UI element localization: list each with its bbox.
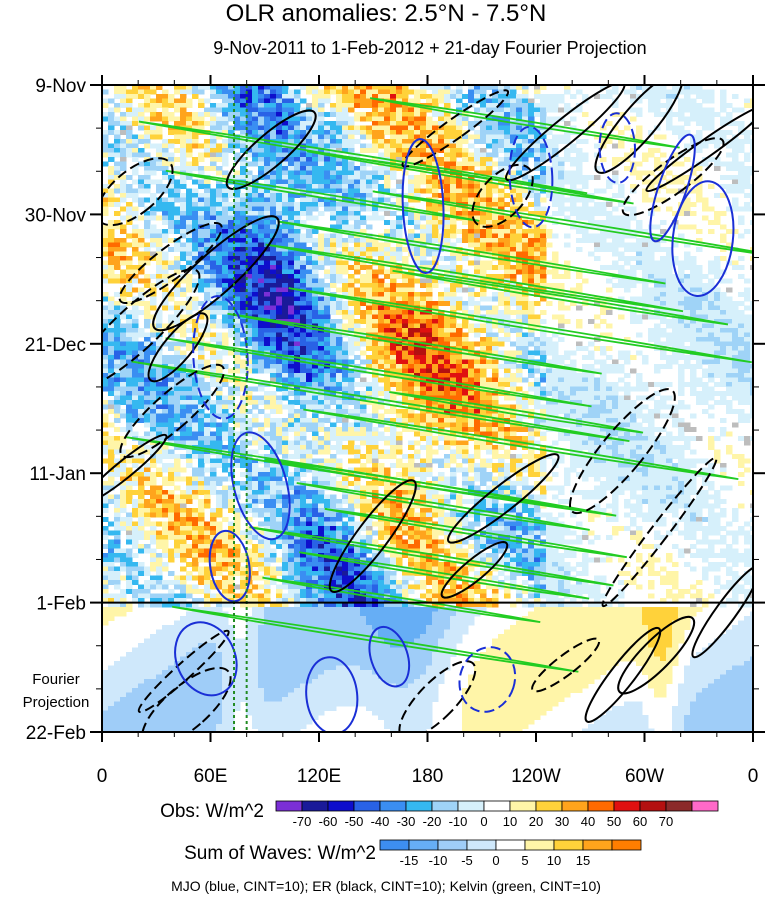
obs-colorbar-swatch bbox=[561, 800, 589, 812]
obs-colorbar-tick-label: 60 bbox=[633, 814, 647, 829]
y-tick-label: 1-Feb bbox=[36, 594, 86, 615]
obs-colorbar-tick-label: 50 bbox=[607, 814, 621, 829]
obs-colorbar-swatch bbox=[275, 800, 303, 812]
waves-colorbar-tick-label: -15 bbox=[400, 853, 419, 868]
obs-colorbar-tick-label: -30 bbox=[397, 814, 416, 829]
waves-colorbar-tick-label: 0 bbox=[492, 853, 499, 868]
x-tick-label: 0 bbox=[97, 766, 108, 787]
waves-colorbar-swatch bbox=[495, 839, 526, 851]
obs-colorbar-swatch bbox=[639, 800, 667, 812]
colorbars: -70 -60 -50 -40 -30 -20 -10 0 10 20 30 40 50 60 70Obs:… bbox=[160, 800, 719, 868]
obs-colorbar-tick-label: -20 bbox=[423, 814, 442, 829]
y-tick-label: 9-Nov bbox=[35, 76, 86, 97]
chart-subtitle: 9-Nov-2011 to 1-Feb-2012 + 21-day Fourie… bbox=[213, 38, 647, 58]
waves-colorbar-tick-label: -5 bbox=[461, 853, 473, 868]
waves-colorbar-tick-label: 10 bbox=[547, 853, 561, 868]
x-tick-label: 120E bbox=[297, 766, 341, 787]
obs-colorbar-tick-label: 70 bbox=[659, 814, 673, 829]
obs-colorbar-tick-label: -40 bbox=[371, 814, 390, 829]
obs-colorbar-tick-label: -60 bbox=[319, 814, 338, 829]
y-tick-label: 22-Feb bbox=[26, 723, 86, 744]
obs-colorbar-swatch bbox=[509, 800, 537, 812]
obs-colorbar-swatch bbox=[535, 800, 563, 812]
waves-colorbar-swatch bbox=[582, 839, 613, 851]
obs-colorbar-swatch bbox=[457, 800, 485, 812]
olr-field bbox=[102, 85, 753, 732]
obs-colorbar-tick-label: -70 bbox=[293, 814, 312, 829]
waves-colorbar-label: Sum of Waves: W/m^2 bbox=[184, 843, 376, 864]
x-tick-label: 180 bbox=[412, 766, 444, 787]
legend-footer: MJO (blue, CINT=10); ER (black, CINT=10)… bbox=[171, 878, 601, 894]
obs-colorbar-tick-label: -50 bbox=[345, 814, 364, 829]
obs-colorbar-swatch bbox=[613, 800, 641, 812]
chart-title: OLR anomalies: 2.5°N - 7.5°N bbox=[225, 0, 547, 27]
waves-colorbar-swatch bbox=[611, 839, 642, 851]
x-tick-label: 60W bbox=[625, 766, 664, 787]
waves-colorbar-tick-label: -10 bbox=[429, 853, 448, 868]
obs-colorbar-swatch bbox=[691, 800, 719, 812]
y-tick-label: 11-Jan bbox=[29, 464, 86, 485]
obs-colorbar-tick-label: -10 bbox=[449, 814, 468, 829]
obs-colorbar-tick-label: 40 bbox=[581, 814, 595, 829]
waves-colorbar-swatch bbox=[553, 839, 584, 851]
obs-colorbar-swatch bbox=[405, 800, 433, 812]
waves-colorbar-swatch bbox=[379, 839, 410, 851]
y-tick-label: 21-Dec bbox=[25, 335, 86, 356]
obs-colorbar-swatch bbox=[587, 800, 615, 812]
obs-colorbar-swatch bbox=[483, 800, 511, 812]
y-tick-label: 30-Nov bbox=[25, 205, 87, 226]
waves-colorbar-swatch bbox=[524, 839, 555, 851]
waves-colorbar-tick-label: 5 bbox=[521, 853, 528, 868]
waves-colorbar-swatch bbox=[466, 839, 497, 851]
waves-colorbar-swatch bbox=[437, 839, 468, 851]
x-tick-label: 0 bbox=[748, 766, 759, 787]
obs-colorbar-swatch bbox=[379, 800, 407, 812]
projection-label: Fourier bbox=[32, 671, 80, 688]
wave-contours bbox=[102, 85, 753, 732]
obs-colorbar-tick-label: 20 bbox=[529, 814, 543, 829]
waves-colorbar-swatch bbox=[408, 839, 439, 851]
obs-colorbar-swatch bbox=[301, 800, 329, 812]
projection-label: Projection bbox=[23, 694, 90, 711]
obs-colorbar-swatch bbox=[431, 800, 459, 812]
obs-colorbar-label: Obs: W/m^2 bbox=[160, 801, 264, 822]
obs-colorbar-tick-label: 0 bbox=[480, 814, 487, 829]
waves-colorbar-tick-label: 15 bbox=[576, 853, 590, 868]
obs-colorbar-tick-label: 30 bbox=[555, 814, 569, 829]
x-tick-label: 60E bbox=[194, 766, 228, 787]
obs-colorbar-tick-label: 10 bbox=[503, 814, 517, 829]
axes: 0 60E 120E 180 120W 60W 0 9-Nov 30-Nov 21-Dec 11-J… bbox=[23, 75, 765, 787]
obs-colorbar-swatch bbox=[665, 800, 693, 812]
x-tick-label: 120W bbox=[511, 766, 561, 787]
obs-colorbar-swatch bbox=[353, 800, 381, 812]
obs-colorbar-swatch bbox=[327, 800, 355, 812]
